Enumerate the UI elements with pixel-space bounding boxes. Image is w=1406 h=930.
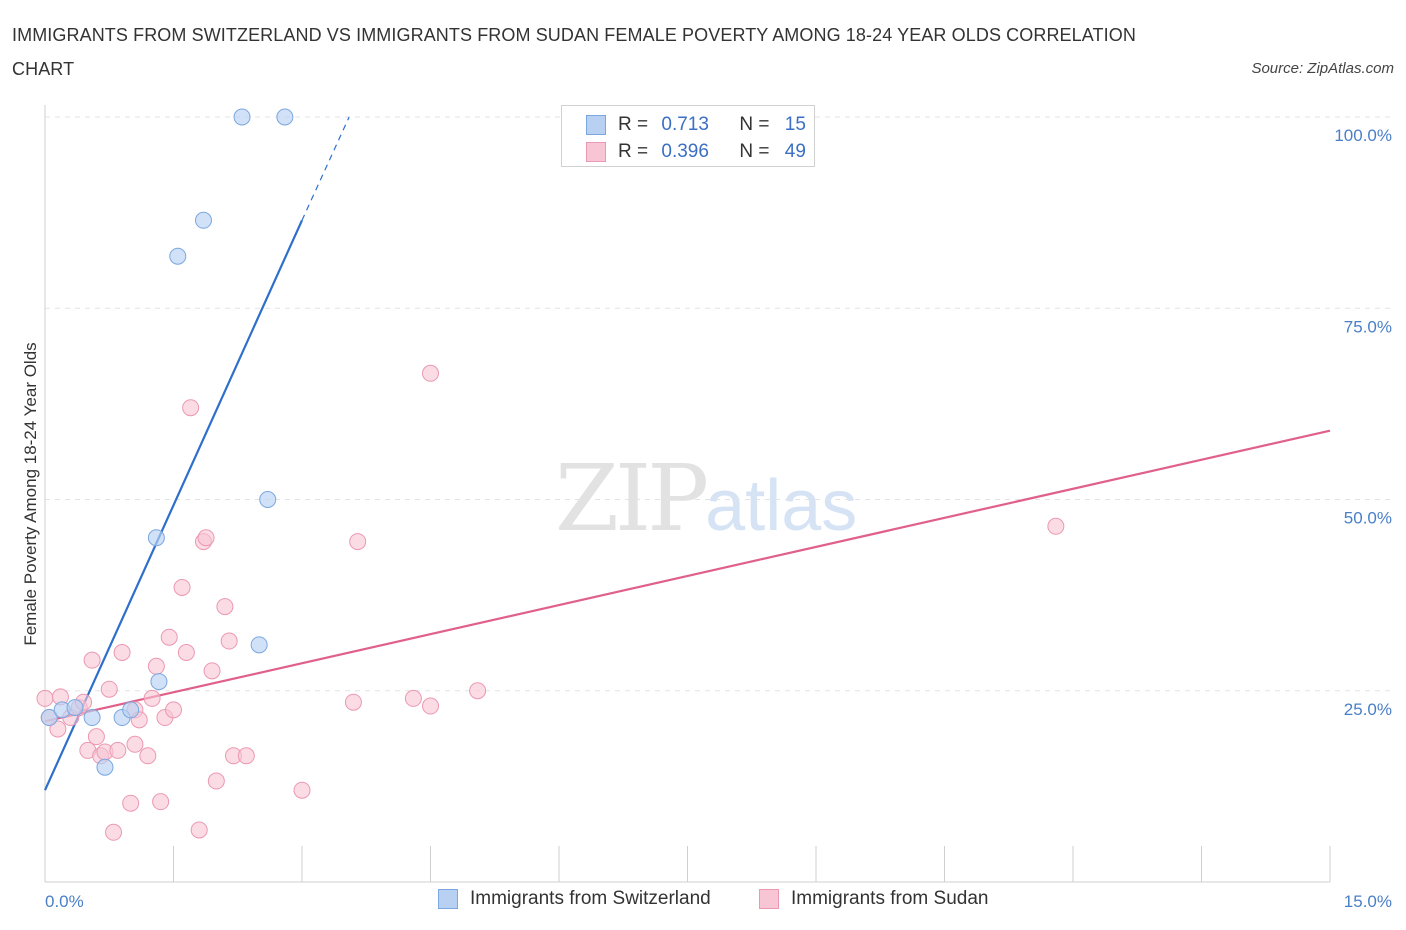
legend-n-label: N = [739, 114, 775, 135]
data-point-sudan [139, 747, 157, 765]
data-point-switzerland [122, 701, 140, 719]
legend-n-label: N = [739, 141, 775, 162]
data-point-sudan [147, 657, 165, 675]
data-point-sudan [422, 697, 439, 715]
legend-row-switzerland: R = 0.713 N = 15 [586, 112, 806, 138]
data-points [36, 108, 1065, 841]
data-point-sudan [126, 735, 144, 753]
chart-title: IMMIGRANTS FROM SWITZERLAND VS IMMIGRANT… [12, 25, 1136, 79]
legend-r-value: 0.396 [661, 141, 709, 162]
data-point-switzerland [194, 211, 212, 229]
data-point-sudan [293, 781, 311, 799]
data-point-sudan [83, 651, 101, 669]
data-point-sudan [182, 399, 200, 417]
data-point-sudan [177, 644, 195, 661]
legend-r-label: R = [618, 114, 654, 135]
trend-line-switzerland-extension [301, 116, 350, 221]
data-point-sudan [100, 680, 118, 698]
data-point-sudan [190, 821, 208, 839]
legend-r-label: R = [618, 141, 654, 162]
legend-swatch-switzerland [586, 115, 606, 135]
data-point-sudan [173, 578, 191, 596]
bottom-legend-swatch-switzerland [438, 889, 458, 909]
legend-row-sudan: R = 0.396 N = 49 [586, 139, 806, 165]
source-label: Source: ZipAtlas.com [1251, 60, 1394, 77]
y-tick-label: 25.0% [1344, 700, 1392, 719]
data-point-sudan [49, 720, 67, 738]
correlation-legend: R = 0.713 N = 15 R = 0.396 N = 49 [561, 105, 815, 167]
data-point-switzerland [66, 699, 84, 717]
legend-r-value: 0.713 [661, 114, 709, 135]
data-point-sudan [152, 793, 170, 811]
bottom-legend-switzerland: Immigrants from Switzerland [438, 888, 711, 910]
data-point-sudan [216, 598, 234, 616]
data-point-switzerland [169, 247, 187, 265]
data-point-switzerland [147, 529, 165, 547]
y-tick-label: 50.0% [1344, 509, 1392, 528]
data-point-sudan [203, 662, 221, 680]
data-point-sudan [109, 741, 127, 759]
data-point-sudan [404, 689, 422, 707]
data-point-sudan [197, 529, 215, 547]
data-point-sudan [469, 682, 487, 700]
data-point-switzerland [40, 709, 58, 727]
data-point-sudan [105, 823, 123, 841]
data-point-sudan [87, 728, 105, 746]
bottom-legend-label-sudan: Immigrants from Sudan [791, 888, 989, 909]
y-tick-label: 75.0% [1344, 317, 1392, 336]
legend-n-value: 49 [784, 141, 806, 162]
data-point-sudan [165, 701, 182, 719]
data-point-sudan [349, 533, 367, 551]
data-point-sudan [237, 747, 255, 765]
data-point-switzerland [250, 636, 268, 654]
data-point-sudan [1047, 517, 1065, 535]
data-point-sudan [207, 772, 225, 790]
data-point-sudan [160, 628, 178, 646]
data-point-switzerland [276, 108, 294, 126]
watermark-zip: ZIP [555, 445, 709, 552]
data-point-sudan [220, 632, 238, 650]
trend-line-sudan [44, 429, 1331, 723]
data-point-switzerland [233, 108, 251, 126]
bottom-legend-label-switzerland: Immigrants from Switzerland [470, 888, 711, 909]
y-tick-label: 100.0% [1334, 126, 1392, 145]
x-tick-label: 0.0% [45, 892, 84, 911]
trend-lines [43, 116, 1331, 791]
data-point-sudan [143, 689, 161, 707]
watermark: ZIPatlas [555, 445, 857, 552]
data-point-sudan [344, 693, 362, 711]
legend-n-value: 15 [784, 114, 806, 135]
data-point-sudan [36, 689, 54, 707]
data-point-switzerland [96, 758, 114, 776]
data-point-sudan [122, 794, 140, 812]
tick-labels: 25.0% 50.0% 75.0% 100.0% 0.0% 15.0% [45, 126, 1392, 911]
legend-swatch-sudan [586, 142, 606, 162]
data-point-switzerland [259, 491, 277, 508]
data-point-sudan [113, 644, 131, 661]
bottom-legend-sudan: Immigrants from Sudan [759, 888, 988, 910]
bottom-legend-swatch-sudan [759, 889, 779, 909]
data-point-sudan [422, 364, 439, 382]
x-tick-label: 15.0% [1344, 892, 1392, 911]
axes [44, 105, 1331, 883]
data-point-switzerland [83, 709, 101, 727]
grid-lines [45, 116, 1392, 692]
watermark-atlas: atlas [705, 466, 858, 546]
data-point-switzerland [150, 673, 168, 691]
y-axis-label: Female Poverty Among 18-24 Year Olds [21, 342, 40, 645]
